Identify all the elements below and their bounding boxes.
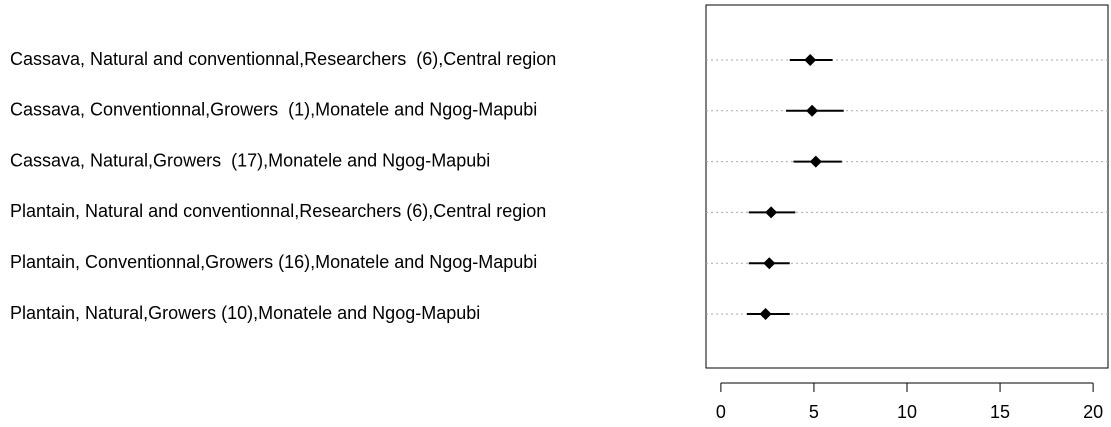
category-label: Plantain, Natural,Growers (10),Monatele … <box>10 303 480 323</box>
category-label: Cassava, Natural and conventionnal,Resea… <box>10 49 556 69</box>
category-label: Plantain, Conventionnal,Growers (16),Mon… <box>10 252 537 272</box>
category-label: Plantain, Natural and conventionnal,Rese… <box>10 201 546 221</box>
point <box>763 257 776 270</box>
category-label: Cassava, Natural,Growers (17),Monatele a… <box>10 150 490 170</box>
x-tick-label: 5 <box>809 402 819 422</box>
point <box>759 308 772 320</box>
point <box>806 104 819 117</box>
x-tick-label: 20 <box>1083 402 1103 422</box>
x-tick-label: 0 <box>716 402 726 422</box>
point <box>804 54 817 66</box>
x-tick-label: 15 <box>990 402 1010 422</box>
point <box>809 155 822 168</box>
point <box>765 206 778 219</box>
category-label: Cassava, Conventionnal,Growers (1),Monat… <box>10 100 537 120</box>
plot-box <box>705 4 1109 369</box>
x-tick-label: 10 <box>897 402 917 422</box>
